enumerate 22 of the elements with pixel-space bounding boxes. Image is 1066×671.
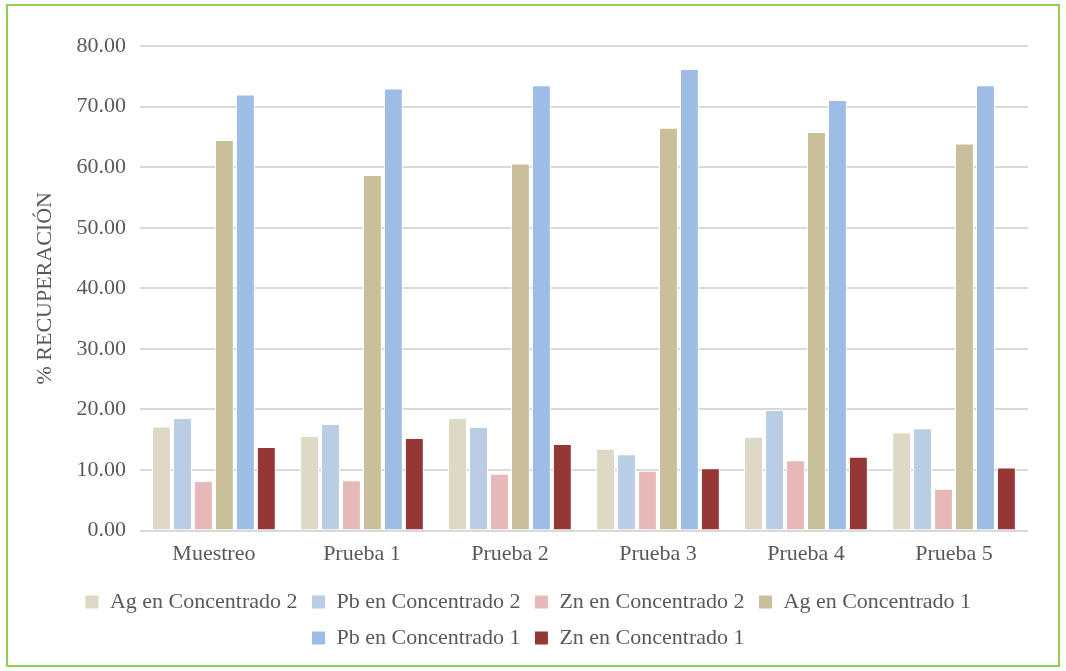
- legend-label: Pb en Concentrado 1: [336, 623, 521, 649]
- legend-label: Ag en Concentrado 2: [109, 587, 298, 613]
- y-tick-label: 50.00: [76, 213, 126, 239]
- legend-label: Zn en Concentrado 1: [559, 623, 745, 649]
- y-tick-label: 60.00: [76, 152, 126, 178]
- y-tick-label: 10.00: [76, 455, 126, 481]
- y-tick-label: 80.00: [76, 31, 126, 57]
- y-tick-label: 0.00: [87, 516, 126, 542]
- y-tick-label: 70.00: [76, 92, 126, 118]
- x-tick-label: Prueba 4: [767, 539, 845, 565]
- legend-label: Zn en Concentrado 2: [559, 587, 745, 613]
- y-tick-label: 30.00: [76, 334, 126, 360]
- x-tick-label: Muestreo: [172, 539, 256, 565]
- x-tick-label: Prueba 1: [323, 539, 401, 565]
- x-tick-label: Prueba 2: [471, 539, 549, 565]
- y-axis-title: % RECUPERACIÓN: [30, 191, 56, 385]
- legend-label: Pb en Concentrado 2: [336, 587, 521, 613]
- y-tick-label: 40.00: [76, 274, 126, 300]
- x-tick-label: Prueba 5: [915, 539, 993, 565]
- legend-label: Ag en Concentrado 1: [783, 587, 972, 613]
- y-tick-label: 20.00: [76, 395, 126, 421]
- x-tick-label: Prueba 3: [619, 539, 697, 565]
